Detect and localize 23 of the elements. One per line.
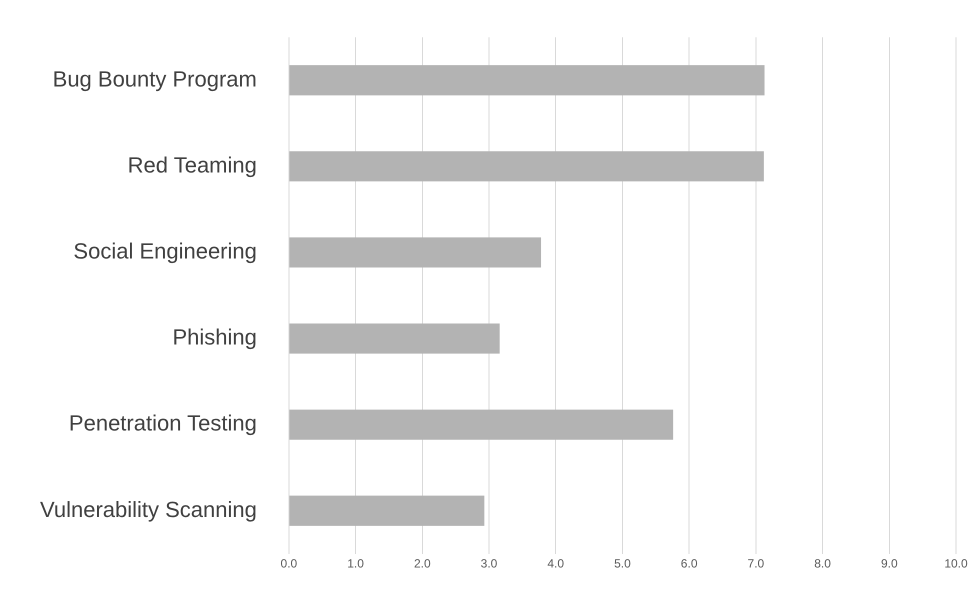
x-tick-label: 8.0 xyxy=(814,556,832,570)
y-tick-label: Vulnerability Scanning xyxy=(40,496,257,522)
x-tick-label: 7.0 xyxy=(748,556,765,570)
x-tick-label: 2.0 xyxy=(414,556,431,570)
bar xyxy=(289,496,484,526)
y-tick-label: Bug Bounty Program xyxy=(52,66,257,92)
x-tick-label: 10.0 xyxy=(944,556,968,570)
x-tick-label: 6.0 xyxy=(680,556,698,570)
x-tick-label: 3.0 xyxy=(480,556,498,570)
x-tick-label: 4.0 xyxy=(547,556,564,570)
bar xyxy=(289,323,500,354)
bar xyxy=(289,410,674,440)
bar xyxy=(289,65,765,96)
bar xyxy=(289,151,764,182)
y-tick-label: Phishing xyxy=(172,324,257,350)
x-tick-label: 9.0 xyxy=(880,556,898,570)
x-tick-label: 1.0 xyxy=(347,556,364,570)
y-tick-label: Penetration Testing xyxy=(68,410,257,436)
x-tick-label: 5.0 xyxy=(614,556,632,570)
y-tick-label: Social Engineering xyxy=(73,238,257,264)
y-tick-label: Red Teaming xyxy=(128,152,257,178)
bar xyxy=(289,237,542,268)
x-tick-label: 0.0 xyxy=(280,556,298,570)
